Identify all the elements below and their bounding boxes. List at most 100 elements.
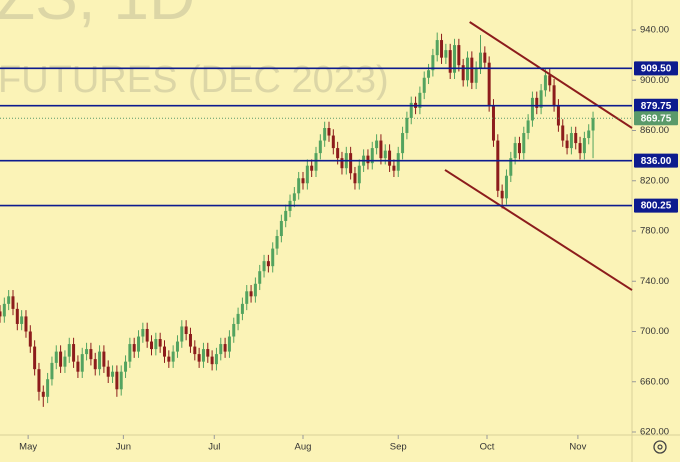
candle-body (504, 175, 508, 199)
candle-body (184, 326, 188, 335)
settings-icon[interactable] (653, 440, 667, 454)
candle-body (2, 303, 6, 317)
candle-body (556, 105, 560, 126)
candle-body (409, 102, 413, 118)
y-tick-label: 900.00 (640, 75, 669, 86)
last-price-label: 869.75 (641, 113, 672, 124)
candle-body (258, 271, 262, 284)
candle-body (102, 351, 106, 367)
candle-body (76, 361, 80, 372)
candle-body (54, 351, 58, 363)
candle-body (483, 52, 487, 63)
candle-body (388, 150, 392, 166)
candle-body (591, 118, 595, 131)
settings-gear[interactable] (653, 440, 667, 454)
candle-body (206, 349, 210, 357)
candle-body (119, 371, 123, 390)
candle-body (7, 296, 11, 304)
candle-body (223, 344, 227, 352)
y-tick-label: 620.00 (640, 427, 669, 438)
candle-body (279, 220, 283, 237)
candle-body (440, 40, 444, 58)
candle-body (0, 311, 2, 317)
candle-body (509, 158, 513, 176)
candle-body (167, 356, 171, 362)
candle-body (85, 349, 89, 355)
candle-body (284, 210, 288, 221)
candle-body (522, 133, 526, 154)
candle-body (266, 261, 270, 267)
y-tick-label: 700.00 (640, 326, 669, 337)
candle-body (310, 165, 314, 171)
candle-body (444, 50, 448, 58)
trendline (444, 169, 633, 291)
candle-body (111, 371, 115, 377)
candle-body (214, 354, 218, 365)
candle-body (392, 165, 396, 171)
candle-body (513, 143, 517, 159)
candle-body (396, 153, 400, 171)
candle-body (132, 344, 136, 352)
candle-body (461, 65, 465, 81)
candle-body (236, 313, 240, 324)
candle-body (59, 351, 63, 367)
candle-body (323, 128, 327, 141)
candle-body (582, 138, 586, 154)
y-tick-label: 780.00 (640, 226, 669, 237)
candle-body (24, 316, 28, 332)
y-tick-label: 660.00 (640, 376, 669, 387)
candle-body (569, 133, 573, 149)
x-tick-label: Sep (390, 442, 407, 453)
candle-body (175, 341, 179, 352)
candle-body (539, 90, 543, 108)
candle-body (63, 356, 67, 367)
candle-body (197, 354, 201, 362)
candle-body (327, 128, 331, 136)
level-label: 836.00 (641, 156, 672, 167)
candle-body (474, 67, 478, 83)
candle-body (405, 117, 409, 134)
candle-body (245, 291, 249, 304)
settings-gear-hub[interactable] (657, 444, 663, 450)
candle-body (383, 150, 387, 159)
candle-body (470, 57, 474, 83)
y-tick-label: 820.00 (640, 175, 669, 186)
candle-body (418, 92, 422, 108)
candle-body (448, 50, 452, 73)
level-label-box (634, 61, 678, 76)
candle-body (93, 359, 97, 370)
watermark-title: FUTURES (DEC 2023) (0, 59, 389, 101)
trendline (469, 21, 633, 129)
candle-body (496, 140, 500, 191)
y-tick-label: 860.00 (640, 125, 669, 136)
candle-body (457, 45, 461, 66)
candle-body (46, 379, 50, 397)
candle-body (115, 371, 119, 390)
candle-body (305, 165, 309, 184)
level-label: 909.50 (641, 63, 672, 74)
candle-body (422, 77, 426, 93)
candle-body (435, 40, 439, 56)
y-tick-label: 940.00 (640, 25, 669, 36)
level-label-box (634, 153, 678, 168)
candle-body (331, 135, 335, 149)
x-tick-label: Oct (480, 442, 495, 453)
candle-body (98, 351, 102, 370)
x-tick-label: Nov (569, 442, 586, 453)
level-label: 879.75 (641, 101, 672, 112)
candle-body (162, 346, 166, 357)
candle-body (491, 105, 495, 141)
candle-body (249, 291, 253, 297)
candle-body (370, 148, 374, 164)
candle-body (219, 344, 223, 355)
candle-body (275, 236, 279, 249)
candle-body (565, 140, 569, 149)
candle-body (574, 133, 578, 144)
candle-body (366, 155, 370, 164)
candle-body (150, 341, 154, 350)
candle-body (487, 62, 491, 106)
candle-body (137, 336, 141, 352)
candle-body (171, 351, 175, 362)
candle-body (453, 45, 457, 73)
